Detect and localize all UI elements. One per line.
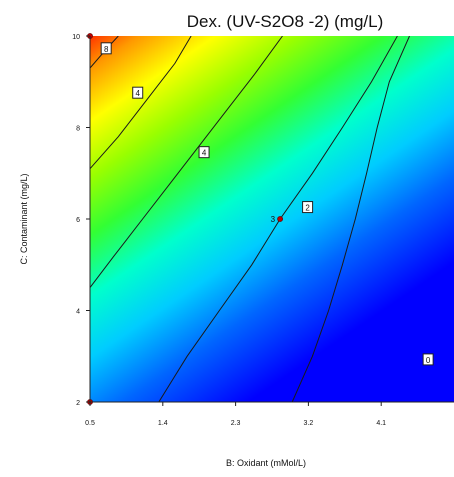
y-tick-label-1: 2 (76, 400, 80, 407)
y-tick-label-4: 8 (76, 126, 80, 133)
design-point-3 (277, 216, 283, 222)
design-point-label-3: 3 (271, 215, 276, 224)
response-surface (90, 36, 454, 402)
contour-label-3: 4 (135, 89, 140, 98)
x-axis-label: B: Oxidant (mMol/L) (226, 458, 306, 468)
contour-label-4: 8 (104, 45, 109, 54)
contour-label-1: 2 (305, 204, 310, 213)
contour-line-3 (90, 36, 283, 288)
y-axis-label: C: Contaminant (mg/L) (19, 173, 29, 264)
contour-label-box-3 (132, 86, 144, 99)
chart-title: Dex. (UV-S2O8 -2) (mg/L) (187, 12, 384, 31)
x-tick-label-4: 3.2 (304, 420, 314, 427)
contour-label-box-4 (100, 42, 112, 55)
y-axis-ticks: 2 4 6 8 10 (72, 34, 90, 407)
x-axis-ticks: 0.5 1.4 2.3 3.2 4.1 (85, 402, 386, 427)
x-tick-label-3: 2.3 (231, 420, 241, 427)
contour-label-box-1 (302, 201, 314, 214)
x-tick-label-2: 1.4 (158, 420, 168, 427)
contour-label-box-2 (198, 146, 210, 159)
contour-line-4 (90, 36, 192, 170)
y-tick-label-5: 10 (72, 34, 80, 41)
contour-line-1 (291, 36, 410, 402)
x-tick-label-1: 0.5 (85, 420, 95, 427)
contour-label-2: 4 (202, 149, 207, 158)
y-tick-label-3: 6 (76, 217, 80, 224)
contour-label-5: 0 (426, 356, 431, 365)
x-tick-label-5: 4.1 (376, 420, 386, 427)
y-tick-label-2: 4 (76, 309, 80, 316)
contour-labels: 2 4 4 8 0 (100, 42, 434, 366)
contour-label-box-5 (422, 353, 434, 366)
